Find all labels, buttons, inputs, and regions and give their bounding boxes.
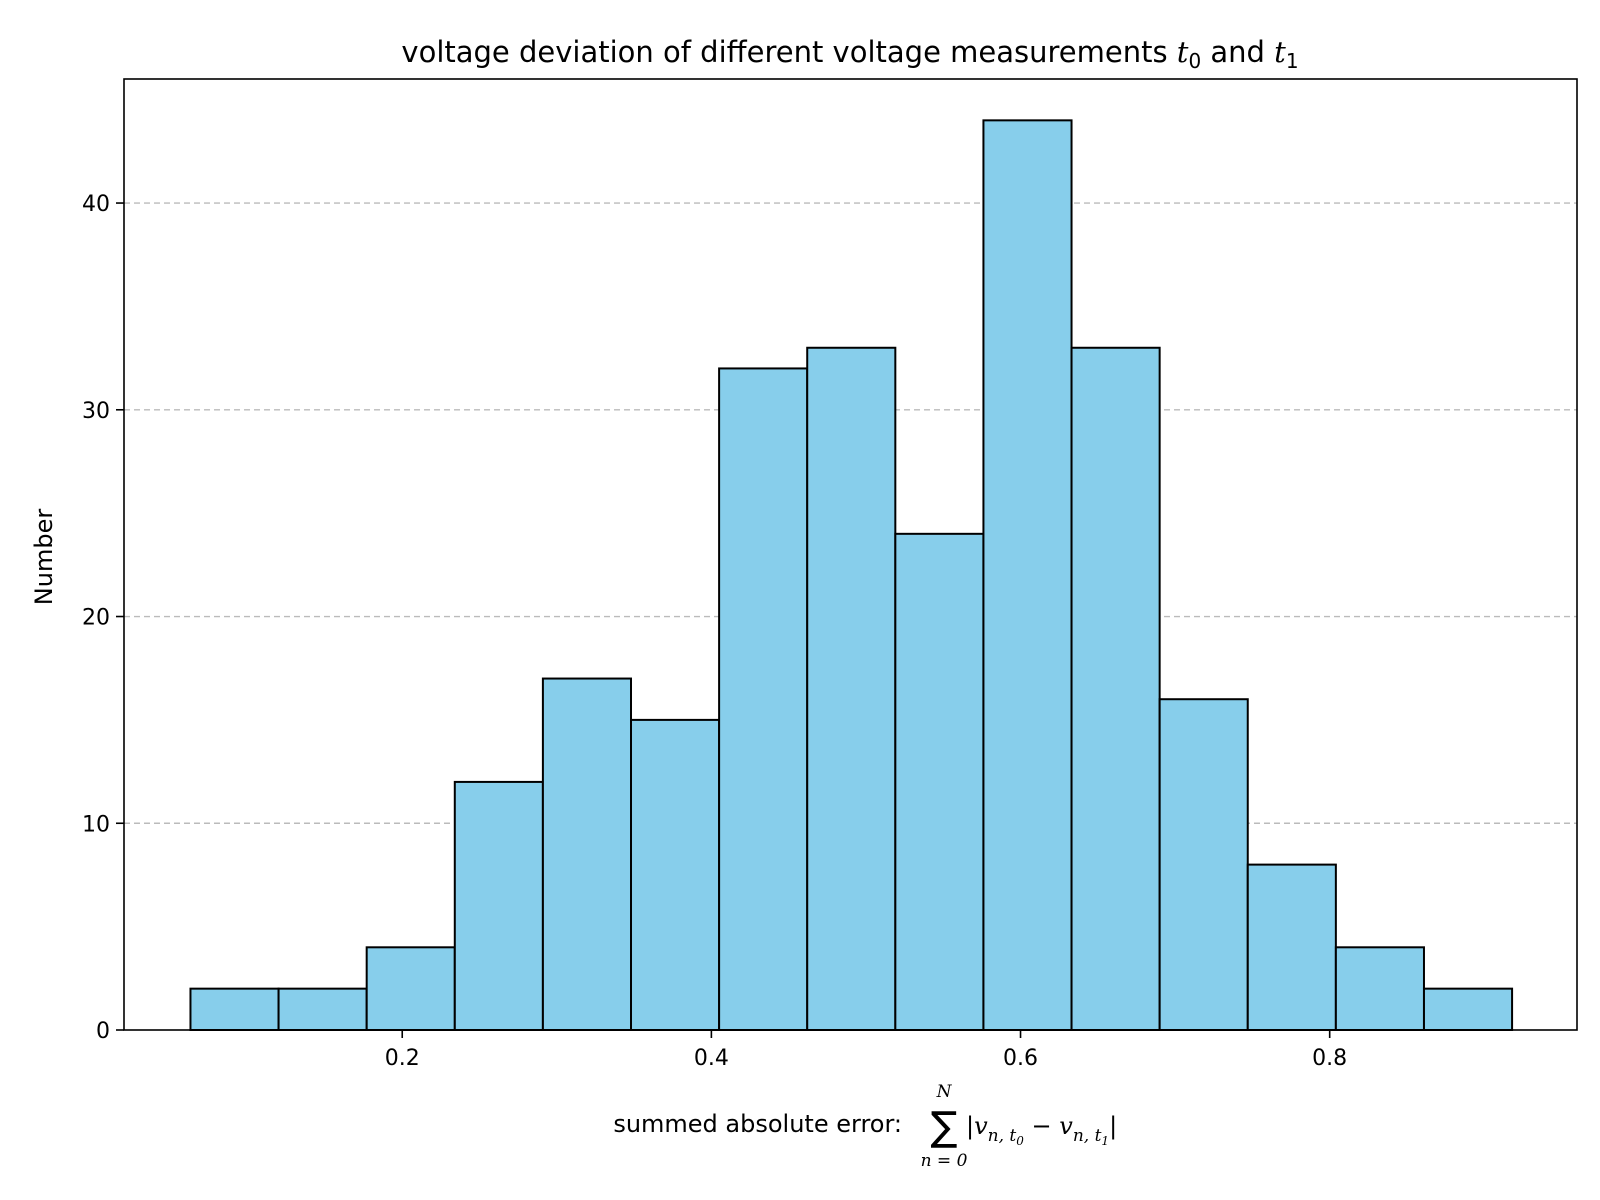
y-tick-label: 40 [82,192,110,217]
title-text: voltage deviation of different voltage m… [401,35,1176,69]
x-label-v1: v [1059,1112,1073,1140]
x-label-abs-close: | [1109,1112,1117,1140]
x-label-sum-symbol: ∑ [931,1104,958,1150]
title-var-t0: t [1177,35,1189,69]
plot-frame [123,78,1578,1031]
histogram-bar [982,119,1073,1031]
histogram-bar [541,677,633,1031]
x-tick-label: 0.2 [385,1046,420,1071]
x-label-sub0: n, t [988,1126,1017,1146]
y-tick-label: 0 [96,1019,110,1044]
histogram-bar [453,780,544,1031]
x-label-abs-open: | [966,1112,974,1140]
x-tick-label: 0.4 [694,1046,729,1071]
histogram-bar [630,718,721,1031]
x-tick-label: 0.8 [1312,1046,1347,1071]
x-axis-label: summed absolute error: N ∑ n = 0 |vn, t0… [613,1082,1117,1171]
x-label-v0: v [974,1112,988,1140]
x-label-sub1-sub: 1 [1101,1134,1109,1148]
x-label-minus: − [1024,1112,1059,1140]
y-axis-ticks: 0 10 20 30 40 [82,192,124,1044]
y-tick-label: 10 [82,812,110,837]
histogram-bar [365,946,456,1031]
histogram-bar [806,346,897,1031]
x-tick-label: 0.6 [1003,1046,1038,1071]
x-label-expression: |vn, t0 − vn, t1| [966,1112,1117,1148]
chart-title: voltage deviation of different voltage m… [401,35,1298,73]
histogram-bar [894,532,985,1032]
histogram-bar [1422,987,1514,1031]
histogram-bar [718,367,809,1032]
y-tick-label: 20 [82,606,110,631]
histogram-bar [277,987,368,1031]
x-axis-ticks: 0.2 0.4 0.6 0.8 [385,1030,1347,1071]
title-var-t1: t [1274,35,1286,69]
histogram-bar [1246,863,1337,1032]
title-conj: and [1201,35,1274,69]
histogram-bar [189,987,280,1031]
histogram-bar [1070,346,1161,1031]
grid-lines [124,202,1577,824]
y-axis-label: Number [30,509,58,606]
title-sub-1: 1 [1286,49,1299,73]
title-sub-0: 0 [1188,49,1201,73]
x-label-sub1: n, t [1073,1126,1102,1146]
histogram-bar [1334,946,1425,1031]
x-label-sum-lower: n = 0 [921,1151,968,1171]
x-label-prefix: summed absolute error: [613,1110,902,1138]
x-label-sum-upper: N [936,1082,953,1102]
histogram-bar [1158,698,1249,1032]
histogram-bars [189,119,1514,1032]
x-label-sub0-sub: 0 [1016,1134,1024,1148]
y-tick-label: 30 [82,399,110,424]
